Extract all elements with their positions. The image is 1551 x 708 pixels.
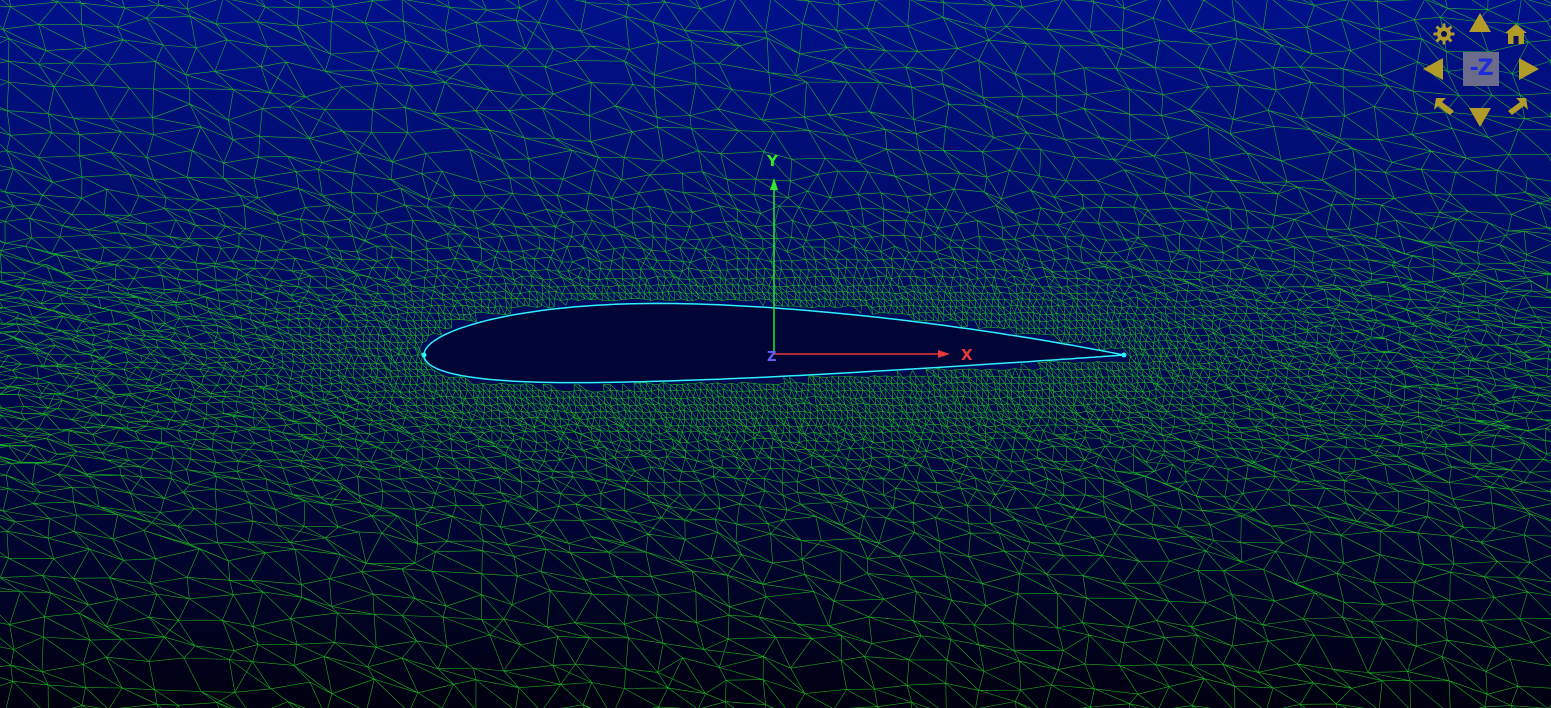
- rotate-ccw-icon[interactable]: [1434, 94, 1458, 118]
- rotate-down-arrow-icon[interactable]: [1468, 106, 1492, 128]
- y-axis-arrowhead: [770, 178, 778, 190]
- leading-edge-vertex[interactable]: [421, 352, 427, 358]
- settings-gear-icon[interactable]: [1432, 22, 1456, 46]
- axis-triad: Y X Z: [766, 152, 973, 365]
- trailing-edge-vertex[interactable]: [1121, 352, 1127, 358]
- z-axis-label: Z: [767, 350, 776, 365]
- rotate-cw-icon[interactable]: [1504, 94, 1528, 118]
- rotate-left-arrow-icon[interactable]: [1422, 57, 1444, 81]
- rotate-up-arrow-icon[interactable]: [1468, 12, 1492, 34]
- home-icon[interactable]: [1504, 22, 1528, 46]
- view-face-label[interactable]: -Z: [1463, 52, 1499, 86]
- x-axis-label: X: [961, 346, 973, 364]
- y-axis-label: Y: [766, 152, 779, 170]
- navigation-cube[interactable]: -Z: [1422, 8, 1544, 132]
- x-axis-arrowhead: [938, 350, 950, 358]
- rotate-right-arrow-icon[interactable]: [1518, 57, 1540, 81]
